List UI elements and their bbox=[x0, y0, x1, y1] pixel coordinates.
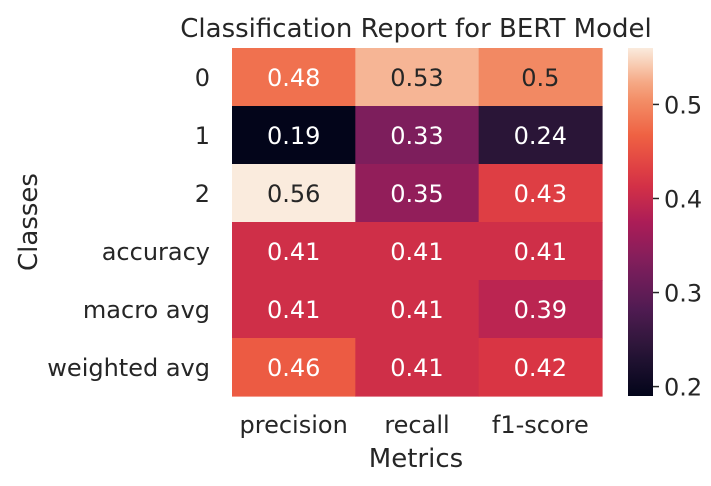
cell-value-label: 0.41 bbox=[390, 354, 443, 382]
x-axis-label: Metrics bbox=[369, 444, 463, 474]
y-tick-labels: 0 1 2 accuracy macro avg weighted avg bbox=[47, 64, 210, 382]
x-tick-label: recall bbox=[384, 411, 449, 439]
cell-value-label: 0.41 bbox=[267, 238, 320, 266]
heatmap-cell bbox=[478, 222, 603, 281]
cell-value-label: 0.35 bbox=[390, 180, 443, 208]
heatmap-cell bbox=[232, 280, 356, 339]
y-tick-label: accuracy bbox=[102, 238, 210, 266]
heatmap-cell bbox=[232, 338, 356, 397]
x-tick-labels: precision recall f1-score bbox=[240, 411, 589, 439]
heatmap-cell bbox=[478, 280, 603, 339]
cell-value-label: 0.24 bbox=[514, 122, 567, 150]
cell-value-label: 0.46 bbox=[267, 354, 320, 382]
cell-value-label: 0.33 bbox=[390, 122, 443, 150]
heatmap-cell bbox=[232, 164, 356, 223]
cell-value-label: 0.39 bbox=[514, 296, 567, 324]
cell-value-label: 0.43 bbox=[514, 180, 567, 208]
cell-value-label: 0.53 bbox=[390, 64, 443, 92]
heatmap-cell bbox=[355, 164, 480, 223]
heatmap-cells bbox=[232, 48, 603, 397]
y-tick-label: 0 bbox=[195, 64, 210, 92]
y-axis-label: Classes bbox=[14, 173, 44, 271]
cell-value-label: 0.56 bbox=[267, 180, 320, 208]
colorbar-tick-label: 0.3 bbox=[664, 280, 702, 308]
cell-value-label: 0.42 bbox=[514, 354, 567, 382]
heatmap-cell bbox=[355, 106, 480, 165]
y-tick-label: 2 bbox=[195, 180, 210, 208]
colorbar bbox=[628, 48, 653, 396]
chart-title: Classification Report for BERT Model bbox=[180, 14, 651, 44]
cell-value-label: 0.19 bbox=[267, 122, 320, 150]
cell-value-label: 0.5 bbox=[521, 64, 559, 92]
heatmap-cell-labels: 0.48 0.53 0.5 0.19 0.33 0.24 0.56 0.35 0.43 0.41 0… bbox=[267, 64, 567, 382]
heatmap-cell bbox=[478, 164, 603, 223]
heatmap-cell bbox=[232, 106, 356, 165]
x-tick-label: f1-score bbox=[492, 411, 589, 439]
colorbar-ticks: 0.2 0.3 0.4 0.5 bbox=[653, 91, 702, 402]
colorbar-tick-label: 0.4 bbox=[664, 185, 702, 213]
cell-value-label: 0.41 bbox=[267, 296, 320, 324]
heatmap-cell bbox=[355, 222, 480, 281]
heatmap-cell bbox=[478, 48, 603, 107]
colorbar-tick-label: 0.2 bbox=[664, 374, 702, 402]
heatmap-cell bbox=[478, 338, 603, 397]
heatmap-cell bbox=[478, 106, 603, 165]
cell-value-label: 0.48 bbox=[267, 64, 320, 92]
heatmap-cell bbox=[232, 48, 356, 107]
y-tick-label: weighted avg bbox=[47, 354, 210, 382]
y-tick-label: macro avg bbox=[83, 296, 210, 324]
y-tick-label: 1 bbox=[195, 122, 210, 150]
heatmap-cell bbox=[232, 222, 356, 281]
colorbar-tick-label: 0.5 bbox=[664, 91, 702, 119]
x-tick-label: precision bbox=[240, 411, 348, 439]
heatmap-cell bbox=[355, 338, 480, 397]
cell-value-label: 0.41 bbox=[514, 238, 567, 266]
cell-value-label: 0.41 bbox=[390, 238, 443, 266]
heatmap-cell bbox=[355, 48, 480, 107]
cell-value-label: 0.41 bbox=[390, 296, 443, 324]
heatmap-cell bbox=[355, 280, 480, 339]
